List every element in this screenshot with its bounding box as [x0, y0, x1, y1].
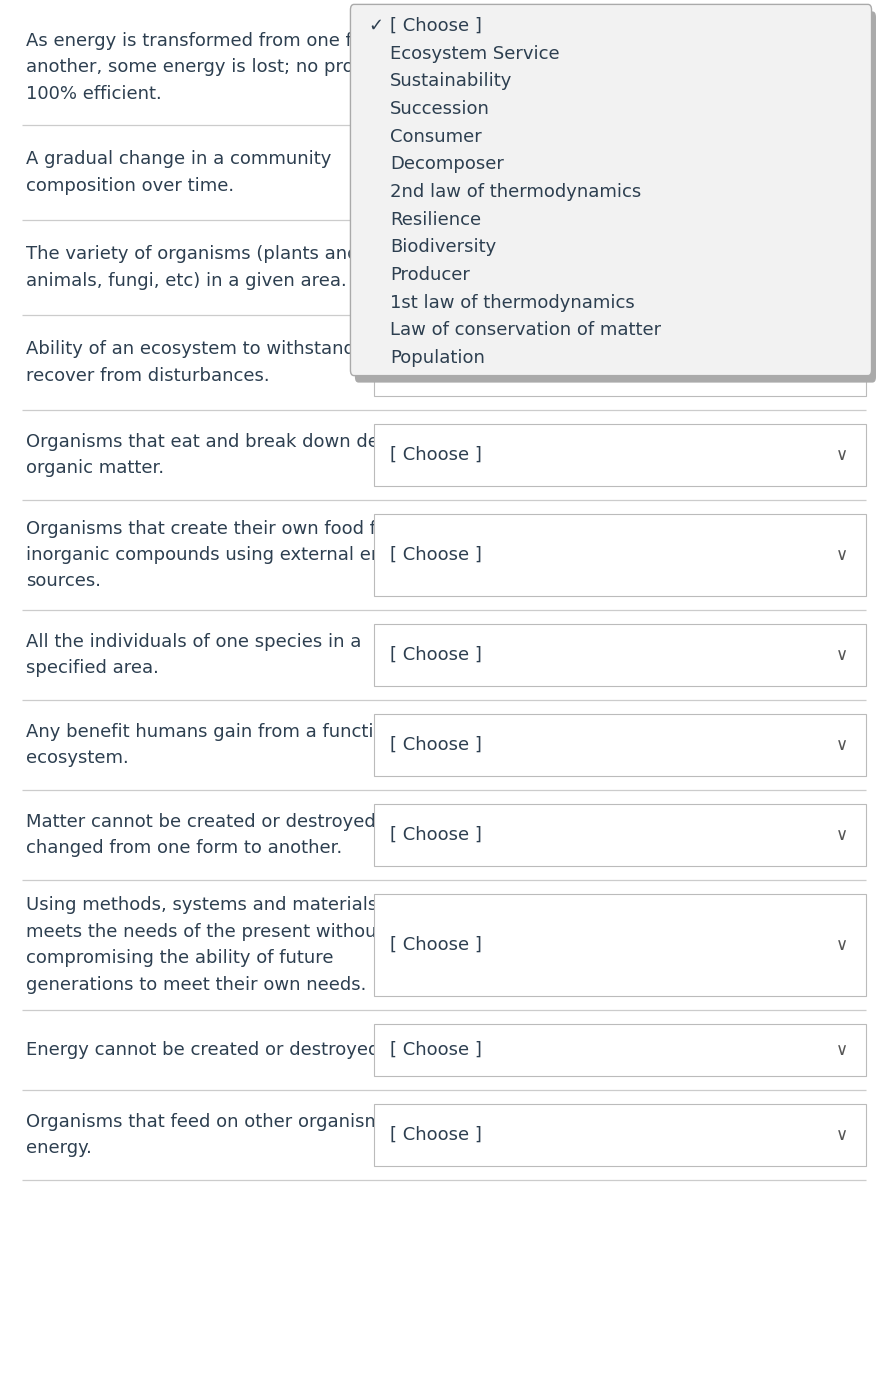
Text: Organisms that feed on other organisms for
energy.: Organisms that feed on other organisms f…: [26, 1113, 422, 1158]
Text: Energy cannot be created or destroyed.: Energy cannot be created or destroyed.: [26, 1042, 385, 1058]
Text: ∨: ∨: [836, 546, 848, 564]
FancyBboxPatch shape: [374, 234, 866, 301]
Text: ∨: ∨: [836, 937, 848, 953]
Text: Resilience: Resilience: [390, 210, 481, 228]
FancyBboxPatch shape: [374, 895, 866, 995]
FancyBboxPatch shape: [355, 11, 876, 382]
Text: Producer: Producer: [390, 266, 470, 284]
Text: ∨: ∨: [836, 259, 848, 277]
FancyBboxPatch shape: [374, 714, 866, 776]
Text: [ Choose ]: [ Choose ]: [390, 164, 482, 182]
Text: [ Choose ]: [ Choose ]: [390, 937, 482, 953]
Text: Decomposer: Decomposer: [390, 155, 503, 174]
FancyBboxPatch shape: [374, 1023, 866, 1077]
Text: ∨: ∨: [836, 1126, 848, 1144]
Text: ∨: ∨: [836, 736, 848, 755]
FancyBboxPatch shape: [374, 1105, 866, 1166]
Text: [ Choose ]: [ Choose ]: [390, 546, 482, 564]
Text: ∨: ∨: [836, 164, 848, 182]
Text: Using methods, systems and materials that
meets the needs of the present without: Using methods, systems and materials tha…: [26, 896, 419, 994]
FancyBboxPatch shape: [351, 4, 871, 375]
Text: ∨: ∨: [836, 1042, 848, 1058]
Text: ∨: ∨: [836, 353, 848, 371]
Text: Ability of an ecosystem to withstand and
recover from disturbances.: Ability of an ecosystem to withstand and…: [26, 340, 394, 385]
FancyBboxPatch shape: [374, 424, 866, 486]
Text: Organisms that create their own food from
inorganic compounds using external ene: Organisms that create their own food fro…: [26, 519, 423, 591]
Text: Ecosystem Service: Ecosystem Service: [390, 45, 559, 63]
Text: Law of conservation of matter: Law of conservation of matter: [390, 322, 662, 339]
Text: ∨: ∨: [836, 826, 848, 844]
Text: The variety of organisms (plants and/or
animals, fungi, etc) in a given area.: The variety of organisms (plants and/or …: [26, 245, 383, 290]
Text: Consumer: Consumer: [390, 127, 482, 146]
Text: [ Choose ]: [ Choose ]: [390, 1126, 482, 1144]
Text: Succession: Succession: [390, 99, 490, 118]
Text: [ Choose ]: [ Choose ]: [390, 826, 482, 844]
FancyBboxPatch shape: [374, 624, 866, 686]
Text: [ Choose ]: [ Choose ]: [390, 353, 482, 371]
Text: ∨: ∨: [836, 645, 848, 664]
Text: [ Choose ]: [ Choose ]: [390, 645, 482, 664]
FancyBboxPatch shape: [374, 329, 866, 396]
Text: Sustainability: Sustainability: [390, 73, 512, 90]
Text: As energy is transformed from one form to
another, some energy is lost; no proce: As energy is transformed from one form t…: [26, 32, 414, 104]
FancyBboxPatch shape: [374, 514, 866, 596]
Text: ∨: ∨: [836, 447, 848, 463]
Text: [ Choose ]: [ Choose ]: [390, 1042, 482, 1058]
Text: [ Choose ]: [ Choose ]: [390, 447, 482, 463]
Text: 1st law of thermodynamics: 1st law of thermodynamics: [390, 294, 635, 312]
Text: 2nd law of thermodynamics: 2nd law of thermodynamics: [390, 183, 641, 202]
Text: [ Choose ]: [ Choose ]: [390, 17, 482, 35]
Text: All the individuals of one species in a
specified area.: All the individuals of one species in a …: [26, 633, 361, 678]
Text: ✓: ✓: [368, 17, 383, 35]
Text: Organisms that eat and break down dead
organic matter.: Organisms that eat and break down dead o…: [26, 433, 401, 477]
FancyBboxPatch shape: [374, 139, 866, 206]
Text: [ Choose ]: [ Choose ]: [390, 259, 482, 277]
FancyBboxPatch shape: [374, 804, 866, 867]
Text: Matter cannot be created or destroyed, only
changed from one form to another.: Matter cannot be created or destroyed, o…: [26, 813, 425, 857]
Text: Any benefit humans gain from a functioning
ecosystem.: Any benefit humans gain from a functioni…: [26, 722, 424, 767]
Text: A gradual change in a community
composition over time.: A gradual change in a community composit…: [26, 150, 331, 195]
Text: Biodiversity: Biodiversity: [390, 238, 496, 256]
Text: [ Choose ]: [ Choose ]: [390, 736, 482, 755]
Text: Population: Population: [390, 349, 485, 367]
